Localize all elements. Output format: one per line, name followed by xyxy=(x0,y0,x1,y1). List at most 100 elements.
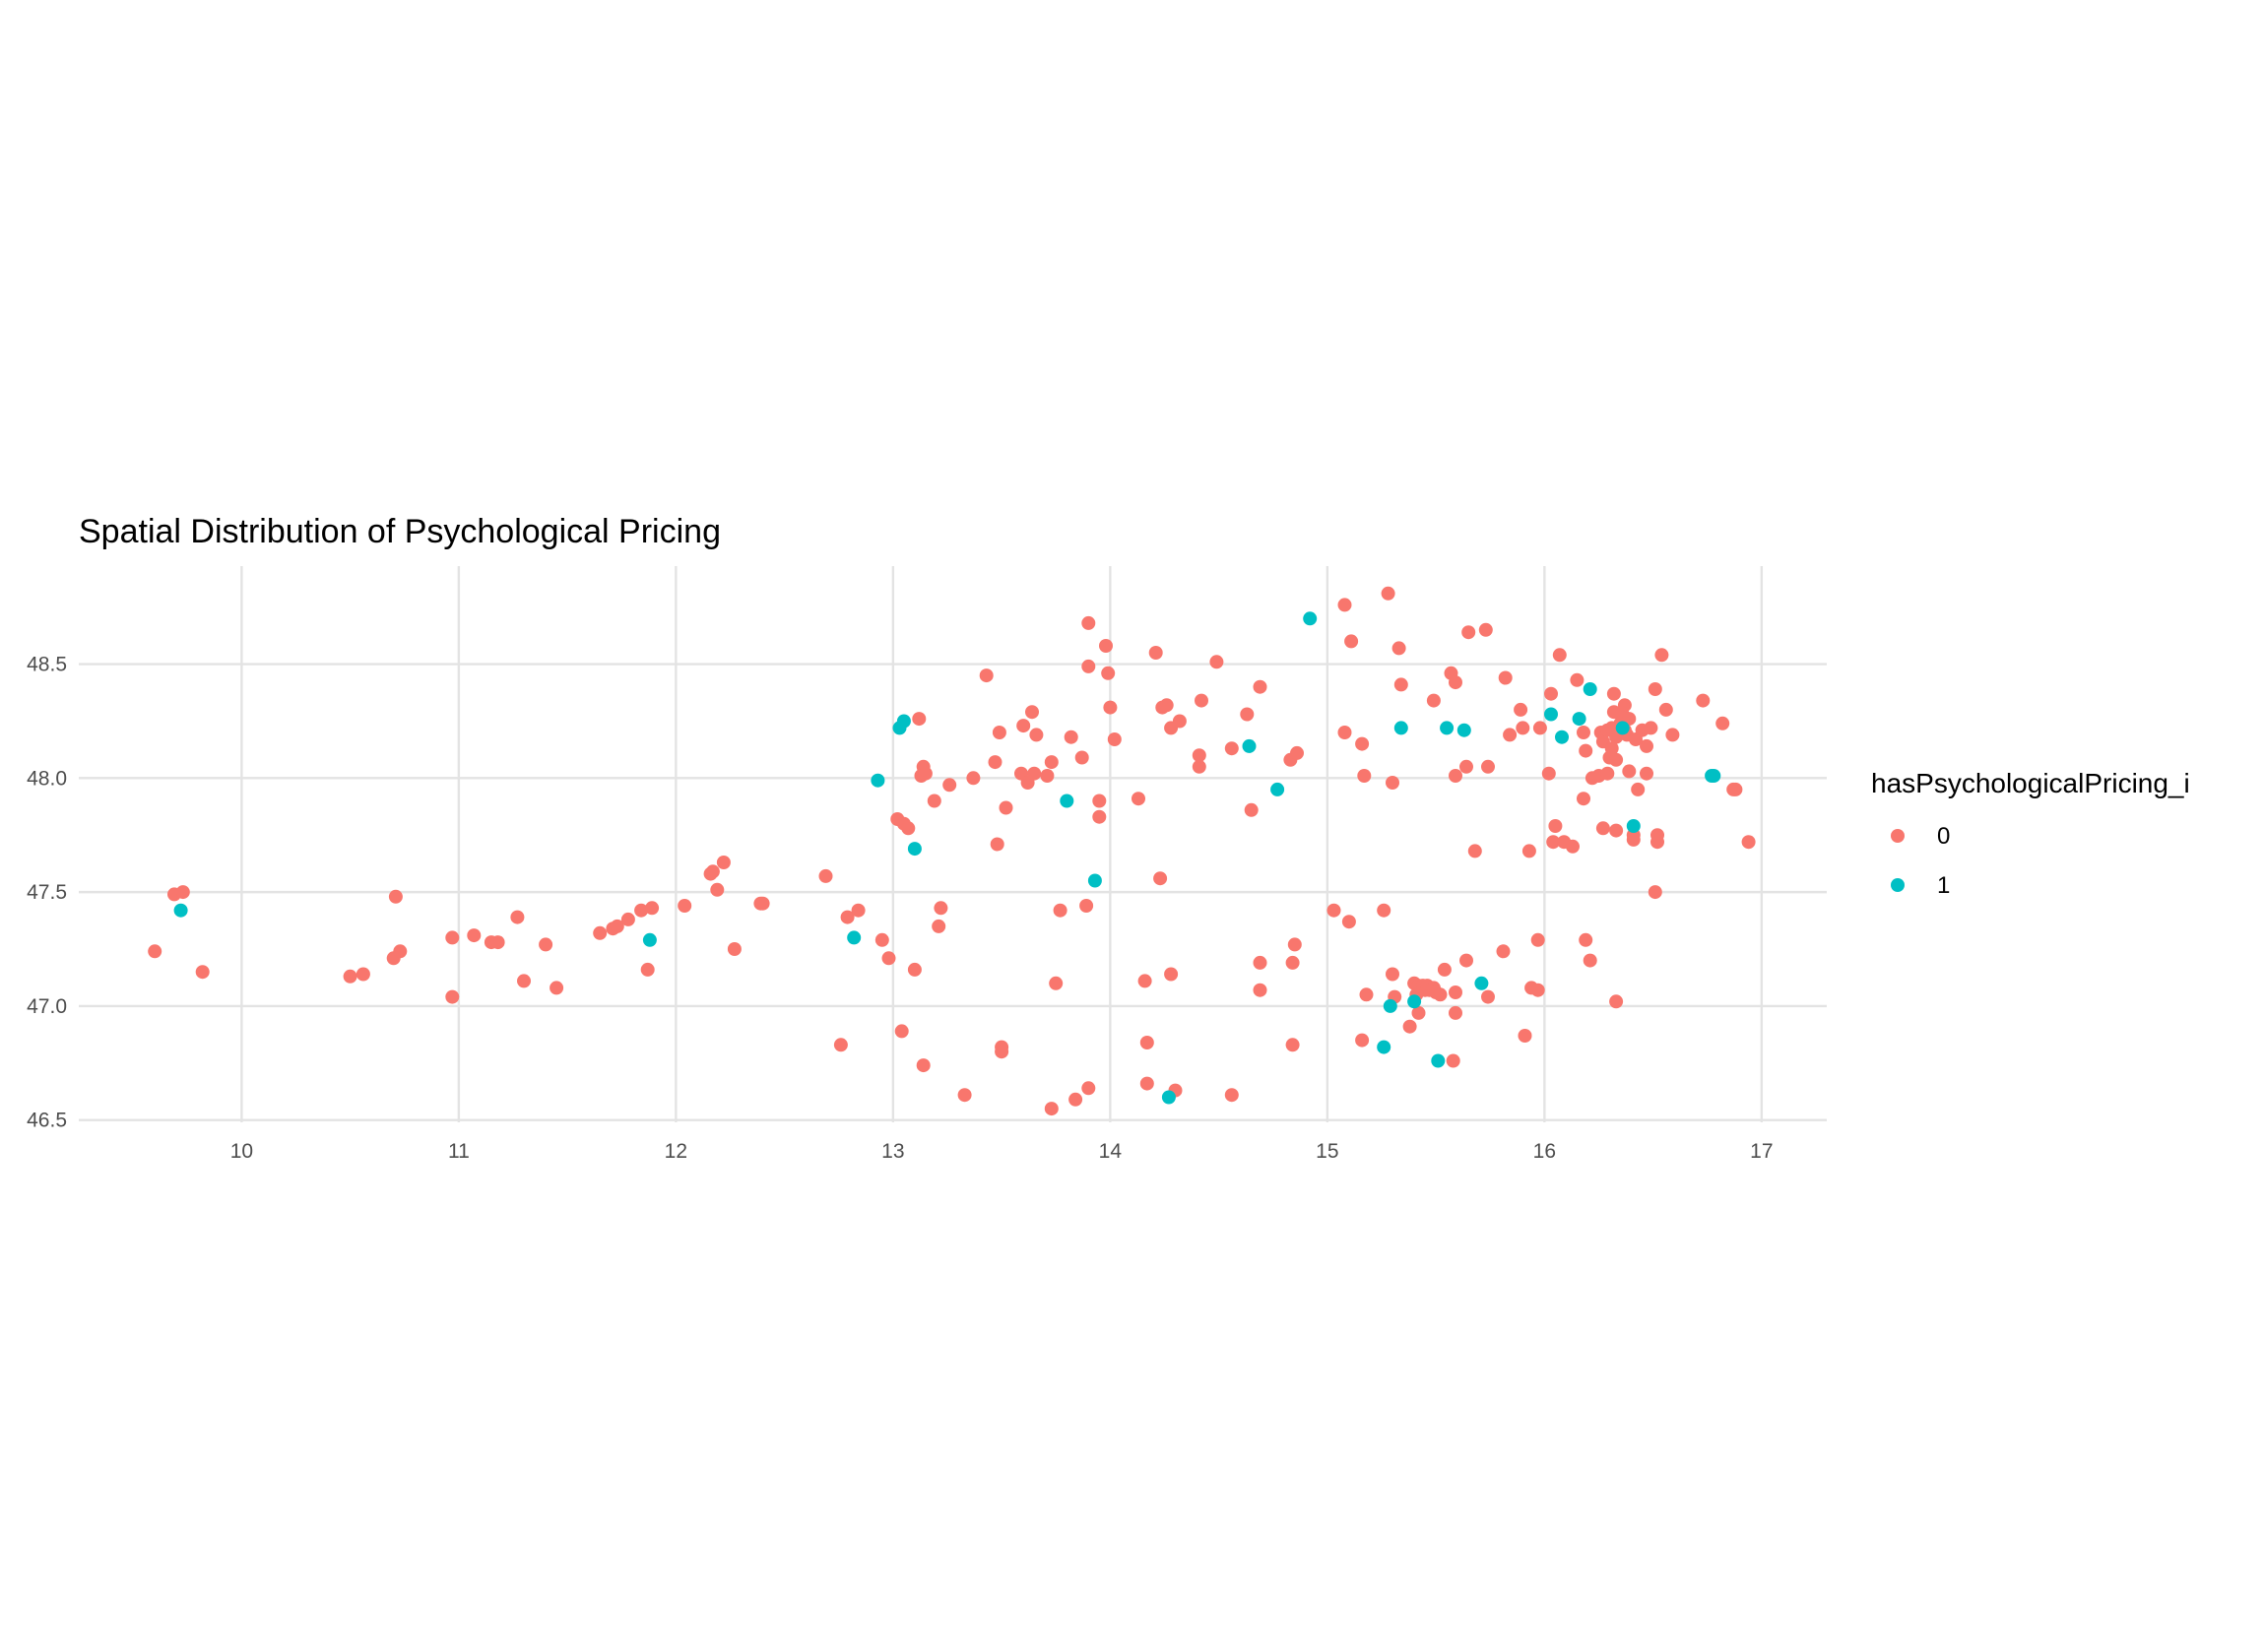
point-series-0 xyxy=(1696,693,1711,708)
point-series-0 xyxy=(1503,728,1518,742)
point-series-0 xyxy=(1344,634,1359,649)
y-tick-label: 47.5 xyxy=(27,881,67,904)
point-series-1 xyxy=(907,842,922,857)
point-series-0 xyxy=(1099,639,1113,653)
point-series-0 xyxy=(1253,679,1267,694)
point-series-0 xyxy=(1337,726,1352,739)
point-series-0 xyxy=(1377,903,1391,918)
point-series-0 xyxy=(1426,693,1441,708)
point-series-0 xyxy=(874,932,889,947)
point-series-0 xyxy=(1579,932,1593,947)
point-series-0 xyxy=(1357,769,1372,783)
point-series-0 xyxy=(1530,932,1545,947)
point-series-0 xyxy=(1290,745,1304,760)
point-series-1 xyxy=(1303,611,1318,626)
point-series-0 xyxy=(1411,1005,1426,1020)
point-series-0 xyxy=(1579,743,1593,758)
point-series-0 xyxy=(979,668,994,683)
point-series-0 xyxy=(1195,693,1208,708)
point-series-0 xyxy=(1172,714,1187,729)
point-series-0 xyxy=(1433,987,1448,1002)
point-series-1 xyxy=(1626,819,1641,833)
point-series-0 xyxy=(1153,871,1168,886)
y-tick-label: 48.5 xyxy=(27,654,67,676)
point-series-1 xyxy=(1555,730,1569,744)
x-tick-label: 12 xyxy=(665,1140,687,1163)
point-series-1 xyxy=(1060,794,1074,808)
point-series-0 xyxy=(356,967,370,982)
point-series-0 xyxy=(894,1024,909,1039)
point-series-0 xyxy=(1640,738,1653,753)
point-series-0 xyxy=(1386,967,1399,982)
point-series-0 xyxy=(610,919,624,933)
point-series-0 xyxy=(1040,769,1055,783)
point-series-0 xyxy=(818,868,833,883)
y-axis-tick-labels: 46.5 47.0 47.5 48.0 48.5 xyxy=(27,654,67,1132)
point-series-0 xyxy=(710,882,725,897)
point-series-0 xyxy=(840,910,855,924)
point-series-0 xyxy=(1449,1005,1462,1020)
point-series-0 xyxy=(1481,759,1495,774)
point-series-0 xyxy=(1359,987,1374,1002)
point-series-0 xyxy=(1224,741,1239,756)
point-series-0 xyxy=(1449,769,1462,783)
point-series-0 xyxy=(1159,698,1174,713)
point-series-0 xyxy=(1459,953,1473,968)
legend-label-1: 1 xyxy=(1937,872,1950,899)
point-series-0 xyxy=(388,889,403,904)
point-series-0 xyxy=(1650,835,1664,850)
point-series-1 xyxy=(1474,976,1489,990)
point-series-0 xyxy=(1326,903,1341,918)
point-series-1 xyxy=(896,714,911,729)
point-series-0 xyxy=(1548,819,1563,833)
x-tick-label: 13 xyxy=(881,1140,904,1163)
point-series-0 xyxy=(833,1038,848,1052)
point-series-0 xyxy=(1391,641,1406,656)
point-series-0 xyxy=(1253,955,1267,970)
point-series-0 xyxy=(1640,766,1653,781)
point-series-0 xyxy=(1341,915,1356,929)
point-series-0 xyxy=(1240,707,1255,722)
point-series-0 xyxy=(851,903,866,918)
point-series-0 xyxy=(1103,700,1118,715)
point-series-0 xyxy=(1654,648,1669,663)
point-series-1 xyxy=(1087,873,1102,888)
point-series-0 xyxy=(148,944,162,959)
point-series-0 xyxy=(1381,586,1395,601)
point-series-1 xyxy=(1615,721,1630,735)
point-series-0 xyxy=(645,901,660,916)
point-series-1 xyxy=(847,930,862,945)
point-series-0 xyxy=(1386,776,1399,790)
point-series-0 xyxy=(393,944,408,959)
point-series-0 xyxy=(1532,721,1547,735)
point-series-1 xyxy=(1431,1053,1446,1068)
point-series-0 xyxy=(1355,736,1370,751)
point-series-0 xyxy=(1016,719,1031,733)
point-series-1 xyxy=(1456,723,1471,737)
point-series-0 xyxy=(1027,766,1042,781)
x-tick-label: 10 xyxy=(230,1140,253,1163)
point-series-0 xyxy=(1053,903,1067,918)
point-series-0 xyxy=(1478,622,1493,637)
y-tick-label: 47.0 xyxy=(27,995,67,1018)
point-series-1 xyxy=(1583,682,1597,696)
point-series-0 xyxy=(1337,598,1352,612)
point-series-1 xyxy=(1161,1090,1176,1105)
point-series-0 xyxy=(620,912,635,926)
point-series-0 xyxy=(1192,759,1206,774)
point-series-1 xyxy=(642,932,657,947)
point-series-0 xyxy=(1631,782,1646,796)
point-series-0 xyxy=(1044,755,1059,770)
point-series-0 xyxy=(343,969,357,984)
point-series-0 xyxy=(1192,748,1206,763)
point-series-0 xyxy=(716,856,731,869)
point-series-0 xyxy=(1049,976,1064,990)
point-series-0 xyxy=(1029,728,1044,742)
point-series-0 xyxy=(1074,750,1089,765)
point-series-0 xyxy=(957,1088,972,1103)
chart-title: Spatial Distribution of Psychological Pr… xyxy=(79,513,721,550)
point-series-1 xyxy=(173,903,188,918)
data-points xyxy=(148,586,1756,1116)
point-series-0 xyxy=(918,766,933,781)
